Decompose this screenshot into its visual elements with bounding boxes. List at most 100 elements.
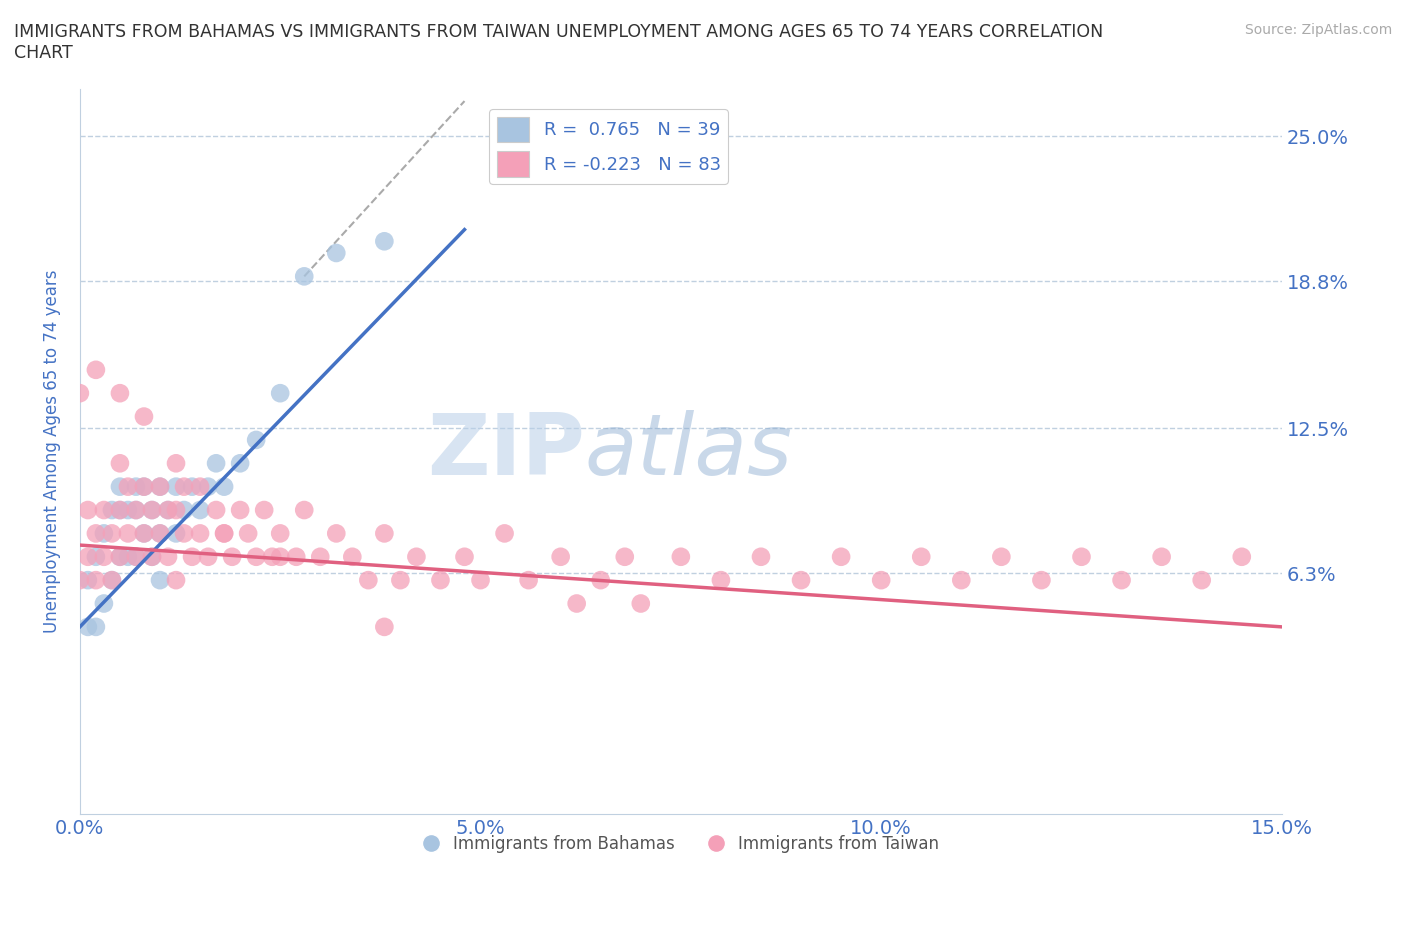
Point: [212, 479, 235, 494]
Point: [77, 619, 100, 634]
Point: [253, 502, 276, 517]
Point: [197, 550, 219, 565]
Point: [149, 479, 172, 494]
Point: [790, 573, 813, 588]
Point: [245, 432, 267, 447]
Text: ZIP: ZIP: [427, 410, 585, 493]
Point: [125, 479, 148, 494]
Point: [165, 573, 187, 588]
Point: [212, 526, 235, 541]
Point: [589, 573, 612, 588]
Point: [141, 502, 163, 517]
Point: [132, 409, 155, 424]
Point: [453, 550, 475, 565]
Point: [990, 550, 1012, 565]
Point: [1150, 550, 1173, 565]
Point: [950, 573, 973, 588]
Point: [108, 502, 131, 517]
Point: [630, 596, 652, 611]
Point: [141, 550, 163, 565]
Point: [165, 526, 187, 541]
Point: [188, 502, 211, 517]
Point: [108, 550, 131, 565]
Point: [373, 619, 395, 634]
Point: [132, 479, 155, 494]
Point: [870, 573, 893, 588]
Point: [1111, 573, 1133, 588]
Point: [117, 550, 139, 565]
Point: [84, 526, 107, 541]
Point: [292, 269, 315, 284]
Point: [669, 550, 692, 565]
Point: [93, 502, 115, 517]
Point: [173, 479, 195, 494]
Point: [325, 246, 347, 260]
Point: [173, 502, 195, 517]
Point: [245, 550, 267, 565]
Point: [149, 526, 172, 541]
Point: [165, 502, 187, 517]
Point: [229, 456, 252, 471]
Point: [494, 526, 516, 541]
Legend: Immigrants from Bahamas, Immigrants from Taiwan: Immigrants from Bahamas, Immigrants from…: [416, 829, 946, 860]
Point: [77, 550, 100, 565]
Point: [132, 479, 155, 494]
Point: [236, 526, 259, 541]
Point: [149, 526, 172, 541]
Point: [325, 526, 347, 541]
Point: [125, 502, 148, 517]
Point: [84, 619, 107, 634]
Point: [285, 550, 308, 565]
Point: [101, 526, 124, 541]
Point: [101, 502, 124, 517]
Point: [77, 573, 100, 588]
Point: [309, 550, 332, 565]
Point: [389, 573, 412, 588]
Point: [108, 550, 131, 565]
Point: [84, 550, 107, 565]
Point: [830, 550, 852, 565]
Point: [429, 573, 451, 588]
Point: [269, 526, 291, 541]
Point: [229, 502, 252, 517]
Point: [165, 456, 187, 471]
Point: [125, 502, 148, 517]
Text: IMMIGRANTS FROM BAHAMAS VS IMMIGRANTS FROM TAIWAN UNEMPLOYMENT AMONG AGES 65 TO : IMMIGRANTS FROM BAHAMAS VS IMMIGRANTS FR…: [14, 23, 1104, 62]
Y-axis label: Unemployment Among Ages 65 to 74 years: Unemployment Among Ages 65 to 74 years: [44, 270, 60, 633]
Point: [1191, 573, 1213, 588]
Point: [197, 479, 219, 494]
Point: [117, 479, 139, 494]
Point: [101, 573, 124, 588]
Point: [84, 573, 107, 588]
Point: [69, 573, 91, 588]
Point: [181, 550, 204, 565]
Point: [141, 502, 163, 517]
Point: [1230, 550, 1253, 565]
Point: [262, 550, 284, 565]
Point: [470, 573, 492, 588]
Point: [269, 386, 291, 401]
Point: [405, 550, 427, 565]
Point: [108, 456, 131, 471]
Point: [69, 386, 91, 401]
Point: [149, 573, 172, 588]
Point: [77, 502, 100, 517]
Point: [117, 526, 139, 541]
Point: [156, 550, 179, 565]
Point: [125, 550, 148, 565]
Point: [165, 479, 187, 494]
Point: [117, 502, 139, 517]
Point: [342, 550, 364, 565]
Point: [749, 550, 772, 565]
Point: [710, 573, 733, 588]
Point: [132, 526, 155, 541]
Point: [93, 596, 115, 611]
Point: [149, 479, 172, 494]
Point: [93, 550, 115, 565]
Point: [550, 550, 572, 565]
Point: [292, 502, 315, 517]
Point: [565, 596, 588, 611]
Point: [453, 46, 475, 61]
Point: [1031, 573, 1053, 588]
Point: [108, 386, 131, 401]
